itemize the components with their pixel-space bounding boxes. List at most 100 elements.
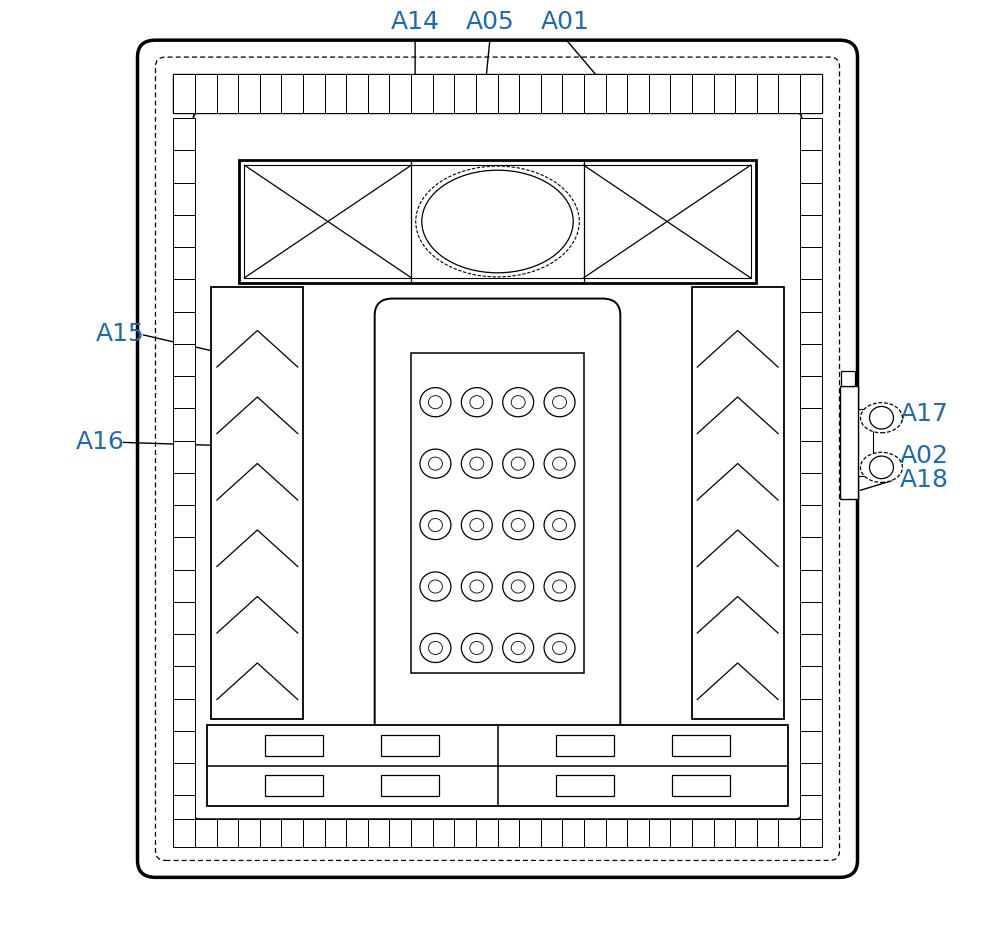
Bar bbox=[173, 247, 195, 279]
Bar bbox=[800, 763, 822, 795]
Bar bbox=[519, 819, 541, 847]
Bar bbox=[173, 537, 195, 569]
Bar bbox=[800, 119, 822, 151]
Bar bbox=[325, 819, 346, 847]
Circle shape bbox=[511, 642, 525, 655]
Bar bbox=[476, 74, 498, 114]
Circle shape bbox=[544, 449, 575, 478]
Bar bbox=[281, 74, 303, 114]
Bar bbox=[649, 74, 670, 114]
Circle shape bbox=[503, 572, 534, 601]
Bar bbox=[735, 819, 757, 847]
Bar bbox=[476, 819, 498, 847]
Bar bbox=[244, 165, 751, 278]
Bar bbox=[692, 819, 714, 847]
Bar bbox=[217, 74, 238, 114]
Bar bbox=[173, 602, 195, 634]
Bar bbox=[173, 634, 195, 666]
Bar bbox=[841, 371, 855, 386]
Bar bbox=[195, 819, 217, 847]
Bar bbox=[800, 279, 822, 311]
Circle shape bbox=[428, 580, 442, 593]
Bar bbox=[260, 74, 281, 114]
Bar bbox=[606, 819, 627, 847]
Bar bbox=[303, 74, 325, 114]
Bar bbox=[173, 505, 195, 537]
Bar bbox=[584, 819, 606, 847]
Bar bbox=[173, 311, 195, 343]
Bar bbox=[800, 569, 822, 602]
Circle shape bbox=[461, 572, 492, 601]
Circle shape bbox=[511, 580, 525, 593]
Bar bbox=[238, 819, 260, 847]
Bar bbox=[381, 735, 439, 756]
Bar bbox=[627, 819, 649, 847]
Bar bbox=[800, 698, 822, 731]
Bar bbox=[778, 819, 800, 847]
Circle shape bbox=[869, 407, 893, 429]
Bar bbox=[800, 151, 822, 183]
Bar bbox=[800, 408, 822, 440]
Bar bbox=[757, 74, 778, 114]
Circle shape bbox=[553, 642, 567, 655]
Bar bbox=[649, 819, 670, 847]
Bar bbox=[368, 819, 389, 847]
Bar bbox=[800, 472, 822, 505]
FancyBboxPatch shape bbox=[193, 113, 802, 819]
Bar bbox=[411, 353, 584, 673]
Circle shape bbox=[511, 518, 525, 532]
Bar bbox=[173, 763, 195, 795]
Bar bbox=[173, 408, 195, 440]
Bar bbox=[672, 775, 730, 796]
Bar bbox=[800, 440, 822, 472]
Circle shape bbox=[470, 457, 484, 470]
Bar bbox=[800, 343, 822, 376]
Bar bbox=[173, 666, 195, 698]
Bar bbox=[433, 74, 454, 114]
Bar bbox=[173, 151, 195, 183]
Text: A01: A01 bbox=[540, 9, 589, 34]
Circle shape bbox=[420, 449, 451, 478]
Circle shape bbox=[553, 580, 567, 593]
Circle shape bbox=[511, 395, 525, 408]
Bar bbox=[692, 74, 714, 114]
Bar bbox=[173, 472, 195, 505]
Bar bbox=[800, 74, 822, 114]
Bar bbox=[389, 819, 411, 847]
Circle shape bbox=[461, 511, 492, 539]
Ellipse shape bbox=[860, 453, 902, 483]
Circle shape bbox=[544, 633, 575, 662]
Bar bbox=[714, 74, 735, 114]
Bar bbox=[778, 74, 800, 114]
Bar bbox=[670, 74, 692, 114]
Bar bbox=[411, 74, 433, 114]
Text: A02: A02 bbox=[899, 444, 948, 469]
Bar bbox=[562, 819, 584, 847]
Bar bbox=[498, 74, 519, 114]
Circle shape bbox=[420, 572, 451, 601]
Bar bbox=[303, 819, 325, 847]
Text: A16: A16 bbox=[76, 430, 125, 455]
Bar bbox=[368, 74, 389, 114]
Bar bbox=[714, 819, 735, 847]
Bar bbox=[541, 819, 562, 847]
Ellipse shape bbox=[422, 170, 573, 273]
Ellipse shape bbox=[860, 403, 902, 433]
Bar bbox=[411, 819, 433, 847]
Bar bbox=[562, 74, 584, 114]
Bar bbox=[239, 160, 756, 282]
Circle shape bbox=[470, 642, 484, 655]
Bar bbox=[757, 819, 778, 847]
Circle shape bbox=[470, 395, 484, 408]
Bar bbox=[433, 819, 454, 847]
Bar bbox=[800, 311, 822, 343]
Circle shape bbox=[461, 449, 492, 478]
Circle shape bbox=[553, 518, 567, 532]
Circle shape bbox=[420, 511, 451, 539]
Bar bbox=[606, 74, 627, 114]
Circle shape bbox=[420, 388, 451, 417]
Bar bbox=[800, 183, 822, 215]
Bar bbox=[265, 775, 323, 796]
Bar bbox=[670, 819, 692, 847]
Bar bbox=[800, 247, 822, 279]
